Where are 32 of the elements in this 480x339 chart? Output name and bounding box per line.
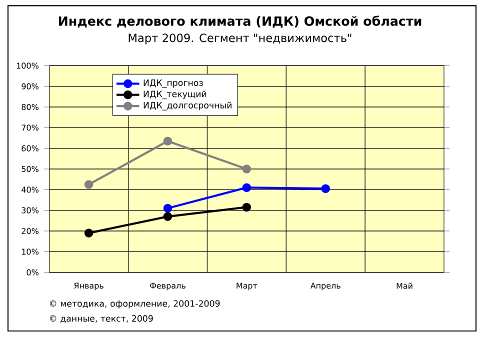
y-tick-label: 100% xyxy=(16,62,39,69)
x-tick-label: Май xyxy=(396,282,412,289)
y-tick-label: 40% xyxy=(22,186,39,193)
y-tick-label: 70% xyxy=(22,124,39,131)
y-tick-label: 30% xyxy=(22,207,39,214)
y-tick-label: 80% xyxy=(22,104,39,110)
y-tick-label: 0% xyxy=(26,269,39,276)
y-tick-label: 10% xyxy=(22,248,39,255)
x-tick-label: Февраль xyxy=(150,282,186,290)
point xyxy=(163,204,172,213)
point xyxy=(242,183,252,192)
y-tick-label: 60% xyxy=(22,145,39,152)
legend-label: ИДК_прогноз xyxy=(144,80,203,88)
x-tick-label: Январь xyxy=(74,282,104,290)
point xyxy=(163,212,172,221)
point xyxy=(84,228,94,238)
text: © данные, текст, 2009 xyxy=(50,315,153,323)
point xyxy=(321,184,330,194)
text: © методика, оформление, 2001-2009 xyxy=(50,300,220,308)
y-tick-label: 20% xyxy=(22,228,39,234)
legend-label: ИДК_текущий xyxy=(144,90,206,100)
x-tick-label: Март xyxy=(236,282,258,290)
legend-label: ИДК_долгосрочный xyxy=(144,102,232,110)
point xyxy=(84,180,94,189)
y-tick-label: 50% xyxy=(22,166,39,172)
chart-subtitle: Март 2009. Сегмент "недвижимость" xyxy=(128,34,352,44)
chart-title: Индекс делового климата (ИДК) Омской области xyxy=(58,16,422,28)
x-tick-label: Апрель xyxy=(310,282,340,290)
point xyxy=(163,136,172,146)
y-tick-label: 90% xyxy=(22,83,39,90)
point xyxy=(242,164,252,174)
point xyxy=(242,202,252,212)
